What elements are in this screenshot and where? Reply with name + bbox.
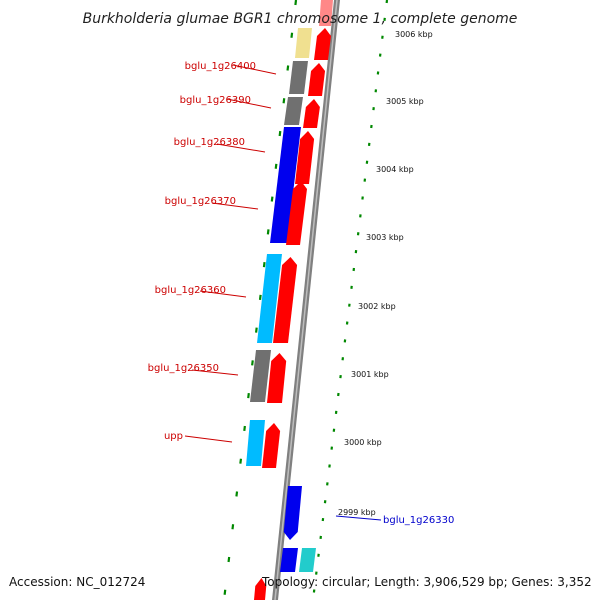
feature-block-blue	[270, 127, 301, 243]
gene-label-bglu-1g26360[interactable]: bglu_1g26360	[155, 285, 226, 296]
kbp-tick-label: 3002 kbp	[358, 302, 396, 311]
gene-label-bglu-1g26370[interactable]: bglu_1g26370	[165, 196, 236, 207]
gene-label-bglu-1g26330[interactable]: bglu_1g26330	[383, 515, 454, 526]
feature-block-blue	[280, 548, 298, 572]
kbp-tick-label: 3004 kbp	[376, 165, 414, 174]
feature-block-yellow	[295, 28, 312, 58]
feature-arrow-red	[273, 257, 298, 343]
feature-block-gray	[284, 97, 303, 125]
gene-leader-line	[216, 143, 266, 153]
gene-leader-lines	[184, 64, 382, 521]
feature-arrow-red	[314, 28, 331, 60]
gene-leader-line	[191, 369, 239, 376]
gene-label-bglu-1g26350[interactable]: bglu_1g26350	[148, 363, 219, 374]
kbp-tick-label: 3003 kbp	[366, 233, 404, 242]
feature-block-teal	[299, 548, 316, 572]
gene-leader-line	[226, 98, 272, 109]
gene-label-bglu-1g26390[interactable]: bglu_1g26390	[180, 95, 251, 106]
feature-arrow-red	[308, 63, 326, 96]
feature-block-red-partial	[319, 0, 333, 26]
track-dotted-line	[222, 0, 298, 601]
kbp-tick-label: 3000 kbp	[344, 438, 382, 447]
track-dots	[222, 0, 389, 601]
gene-features	[246, 0, 333, 600]
topology-text: Topology: circular; Length: 3,906,529 bp…	[261, 575, 592, 589]
gene-label-bglu-1g26380[interactable]: bglu_1g26380	[174, 137, 245, 148]
feature-arrow-red	[286, 181, 307, 245]
feature-arrow-red	[303, 99, 320, 128]
kbp-tick-label: 2999 kbp	[338, 508, 376, 517]
feature-arrow-blue	[283, 486, 302, 540]
gene-leader-line	[184, 435, 233, 443]
axis-highlight	[274, 0, 338, 601]
gene-leader-line	[199, 290, 247, 298]
kbp-tick-label: 3006 kbp	[395, 30, 433, 39]
gene-label-bglu-1g26400[interactable]: bglu_1g26400	[185, 61, 256, 72]
map-title: Burkholderia glumae BGR1 chromosome 1, c…	[83, 11, 518, 27]
feature-block-cyan	[246, 420, 265, 466]
feature-block-cyan	[257, 254, 282, 343]
gene-leader-line	[232, 64, 277, 75]
chromosome-axis	[272, 0, 340, 601]
accession-text: Accession: NC_012724	[9, 575, 145, 589]
gene-leader-line	[211, 202, 259, 210]
feature-arrow-red	[262, 423, 281, 468]
feature-arrow-red	[295, 131, 315, 184]
gene-leader-line	[335, 515, 382, 521]
feature-arrow-red	[267, 353, 287, 403]
gene-label-upp[interactable]: upp	[164, 431, 183, 442]
kbp-tick-label: 3005 kbp	[386, 97, 424, 106]
kbp-tick-label: 3001 kbp	[351, 370, 389, 379]
feature-block-gray	[250, 350, 271, 402]
gene-labels[interactable]: bglu_1g26400 bglu_1g26390 bglu_1g26380bglu…	[148, 61, 455, 526]
kbp-tick-labels: 3006 kbp 3005 kbp 3004 kbp 3003 kbp 3002 kbp…	[338, 30, 433, 517]
feature-arrow-red	[254, 578, 267, 600]
feature-block-gray	[289, 61, 308, 94]
